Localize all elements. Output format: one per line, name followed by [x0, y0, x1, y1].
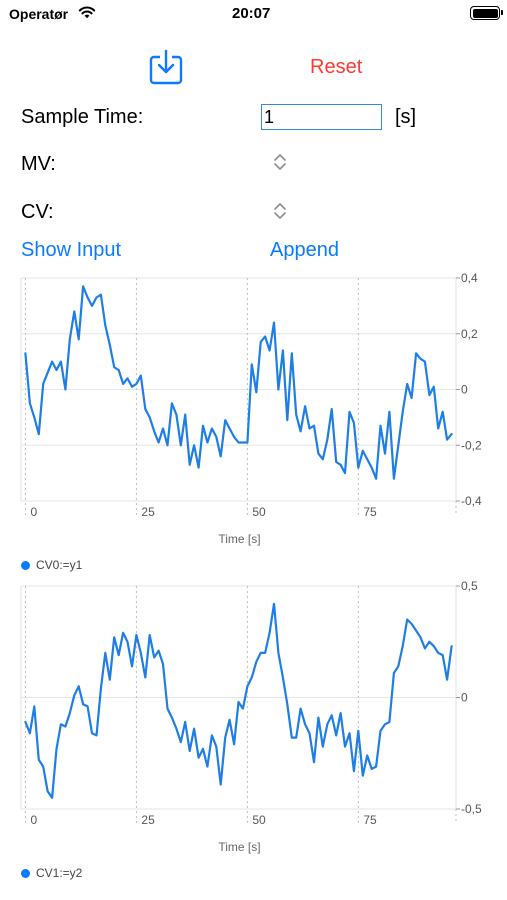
- x-tick-label: 0: [30, 813, 37, 827]
- sample-time-label: Sample Time:: [21, 106, 144, 128]
- y-tick-label: -0,5: [461, 802, 482, 816]
- mv-label: MV:: [21, 153, 56, 175]
- y-tick-label: 0: [461, 691, 468, 705]
- y-tick-label: -0,4: [461, 494, 482, 508]
- cv0-chart-svg: 0,4 0,2 0 -0,2 -0,4 0 25 50 75 Time [s]: [20, 271, 482, 546]
- up-down-chevron-icon: [274, 203, 286, 219]
- x-tick-label: 50: [252, 505, 266, 519]
- status-time: 20:07: [232, 5, 271, 22]
- x-tick-label: 25: [141, 813, 155, 827]
- y-tick-label: 0,4: [461, 271, 478, 285]
- download-button[interactable]: [148, 48, 184, 86]
- x-axis-label: Time [s]: [218, 532, 260, 546]
- sample-time-input[interactable]: [261, 104, 382, 130]
- show-input-button[interactable]: Show Input: [21, 239, 122, 261]
- series-line: [24, 602, 453, 799]
- download-icon: [149, 49, 183, 85]
- cv1-legend: CV1:=y2: [21, 866, 82, 880]
- sample-time-unit: [s]: [395, 106, 417, 128]
- y-tick-label: 0: [461, 383, 468, 397]
- x-tick-label: 75: [363, 813, 377, 827]
- wifi-icon: [78, 5, 96, 24]
- cv-picker[interactable]: [273, 202, 287, 225]
- carrier-name: Operatør: [9, 6, 69, 22]
- cv1-chart-svg: 0,5 0 -0,5 0 25 50 75 Time [s]: [20, 579, 482, 854]
- x-tick-label: 25: [141, 505, 155, 519]
- y-tick-label: 0,2: [461, 327, 478, 341]
- y-tick-label: -0,2: [461, 438, 482, 452]
- battery-icon: [470, 6, 503, 20]
- x-tick-label: 0: [30, 505, 37, 519]
- reset-button[interactable]: Reset: [310, 56, 363, 78]
- legend-label: CV0:=y1: [36, 558, 83, 572]
- legend-dot-icon: [21, 561, 30, 570]
- x-tick-label: 50: [252, 813, 266, 827]
- cv-label: CV:: [21, 201, 54, 223]
- append-button[interactable]: Append: [270, 239, 339, 261]
- legend-label: CV1:=y2: [36, 866, 83, 880]
- x-axis-label: Time [s]: [218, 840, 260, 854]
- mv-picker[interactable]: [273, 153, 287, 176]
- cv1-chart: 0,5 0 -0,5 0 25 50 75 Time [s]: [0, 576, 507, 858]
- cv0-legend: CV0:=y1: [21, 558, 82, 572]
- series-line: [24, 285, 453, 480]
- legend-dot-icon: [21, 869, 30, 878]
- y-tick-label: 0,5: [461, 579, 478, 593]
- x-tick-label: 75: [363, 505, 377, 519]
- up-down-chevron-icon: [274, 154, 286, 170]
- cv0-chart: 0,4 0,2 0 -0,2 -0,4 0 25 50 75 Time [s]: [0, 268, 507, 550]
- status-bar: Operatør 20:07: [0, 0, 507, 30]
